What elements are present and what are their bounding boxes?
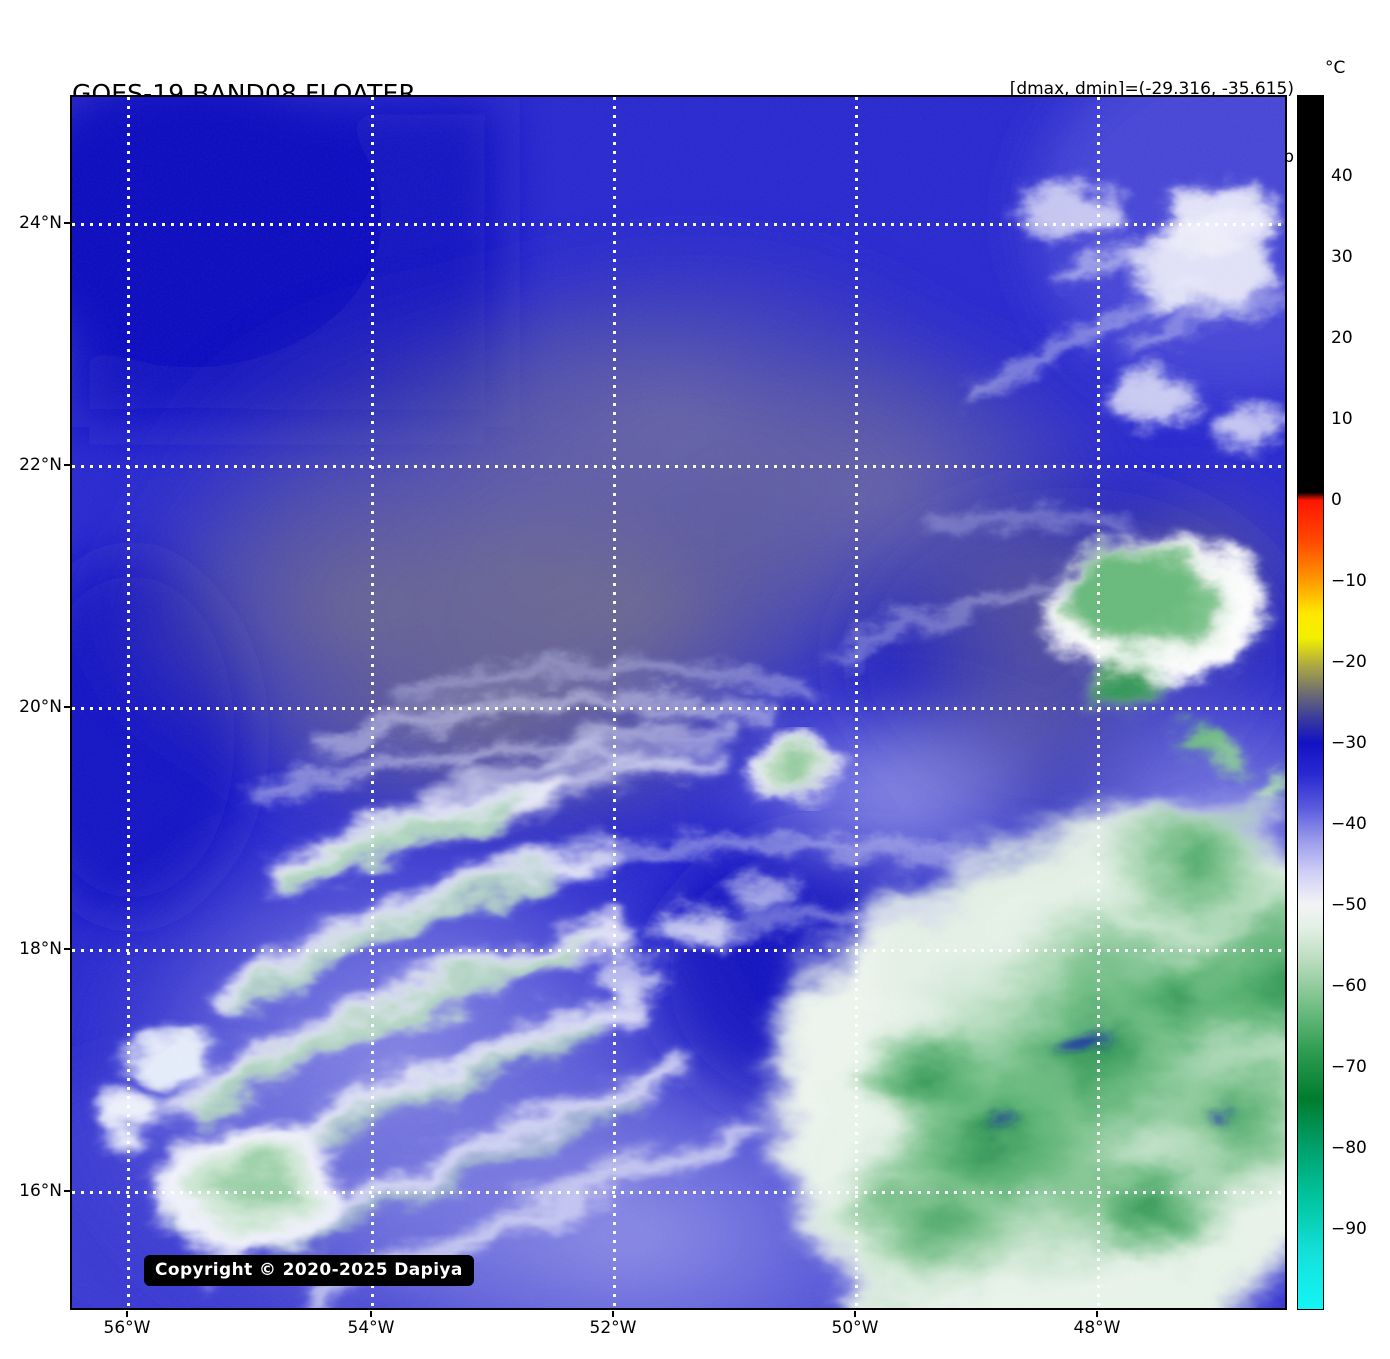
- xtick-label-52: 52°W: [589, 1318, 637, 1338]
- satellite-image: [72, 97, 1285, 1308]
- xtick-mark-56: [126, 1311, 128, 1317]
- colorbar-tick-label-4: 0: [1331, 490, 1342, 510]
- xtick-label-56: 56°W: [103, 1318, 151, 1338]
- colorbar-tick-label-11: −70: [1331, 1057, 1367, 1077]
- colorbar-tick-label-10: −60: [1331, 976, 1367, 996]
- xtick-label-54: 54°W: [347, 1318, 395, 1338]
- colorbar-tick-label-5: −10: [1331, 571, 1367, 591]
- xtick-mark-54: [370, 1311, 372, 1317]
- xtick-mark-52: [612, 1311, 614, 1317]
- copyright-banner: Copyright © 2020-2025 Dapiya: [144, 1255, 474, 1286]
- colorbar-tick-label-12: −80: [1331, 1138, 1367, 1158]
- ytick-label-20: 20°N: [19, 697, 62, 717]
- xtick-mark-50: [854, 1311, 856, 1317]
- xtick-mark-48: [1096, 1311, 1098, 1317]
- ytick-mark-24: [64, 222, 70, 224]
- ytick-label-24: 24°N: [19, 213, 62, 233]
- colorbar-tick-label-0: 40: [1331, 166, 1353, 186]
- colorbar-tick-label-2: 20: [1331, 328, 1353, 348]
- colorbar-gradient: [1298, 96, 1323, 1309]
- colorbar: [1297, 95, 1324, 1310]
- colorbar-tick-label-13: −90: [1331, 1219, 1367, 1239]
- colorbar-tick-label-8: −40: [1331, 814, 1367, 834]
- map-plot-area[interactable]: Copyright © 2020-2025 Dapiya: [70, 95, 1287, 1310]
- xtick-label-50: 50°W: [831, 1318, 879, 1338]
- ytick-mark-20: [64, 706, 70, 708]
- colorbar-tick-label-6: −20: [1331, 652, 1367, 672]
- colorbar-tick-label-7: −30: [1331, 733, 1367, 753]
- ytick-label-18: 18°N: [19, 939, 62, 959]
- colorbar-tick-label-9: −50: [1331, 895, 1367, 915]
- ytick-mark-16: [64, 1190, 70, 1192]
- colorbar-tick-label-1: 30: [1331, 247, 1353, 267]
- data-minmax-label: [dmax, dmin]=(-29.316, -35.615): [1009, 79, 1294, 100]
- ytick-label-16: 16°N: [19, 1181, 62, 1201]
- colorbar-unit-label: °C: [1325, 58, 1346, 78]
- ytick-label-22: 22°N: [19, 455, 62, 475]
- ytick-mark-22: [64, 464, 70, 466]
- colorbar-tick-label-3: 10: [1331, 409, 1353, 429]
- ytick-mark-18: [64, 948, 70, 950]
- xtick-label-48: 48°W: [1073, 1318, 1121, 1338]
